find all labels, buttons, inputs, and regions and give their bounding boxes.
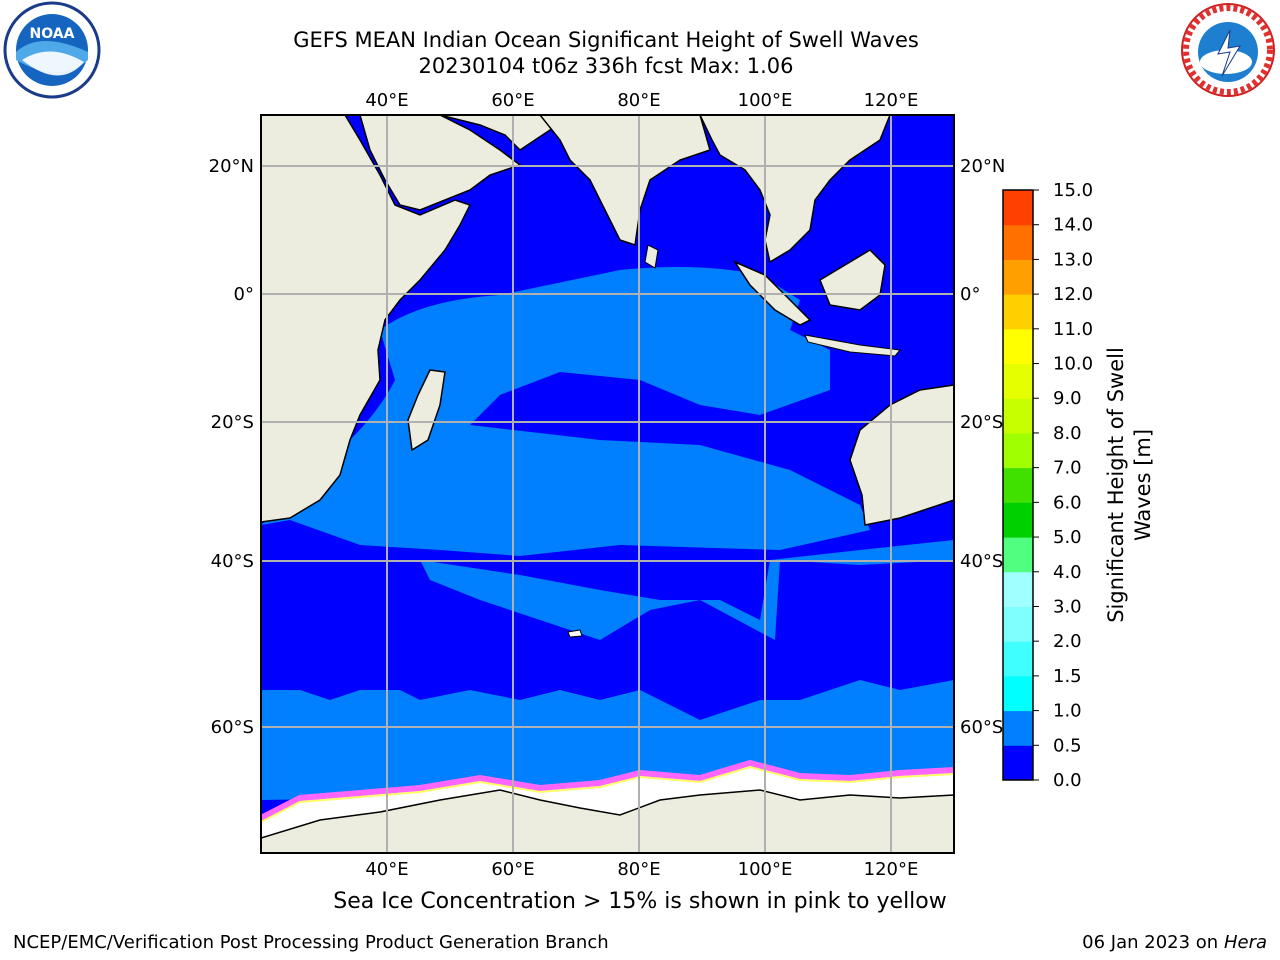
colorbar-segment: [1003, 710, 1033, 746]
colorbar-segment: [1003, 259, 1033, 295]
sea-ice-edge-yellow: [261, 765, 954, 823]
land-madagascar: [407, 369, 446, 452]
colorbar-segment: [1003, 606, 1033, 642]
colorbar-tick-label: 13.0: [1053, 249, 1093, 270]
colorbar-segment: [1003, 190, 1033, 226]
lon-label-60e-bottom: 60°E: [491, 859, 534, 880]
lat-label-0-left: 0°: [234, 284, 254, 305]
noaa-logo-text: NOAA: [30, 26, 75, 42]
colorbar-segment: [1003, 675, 1033, 712]
lat-label-20s-right: 20°S: [960, 412, 1003, 433]
lon-label-120e-top: 120°E: [864, 90, 919, 111]
land-antarctica: [261, 789, 954, 853]
lat-label-20n-right: 20°N: [960, 156, 1005, 177]
colorbar-tick-label: 12.0: [1053, 284, 1093, 305]
footer-machine: Hera: [1223, 932, 1267, 953]
land-kerguelen: [567, 629, 583, 638]
lon-label-100e-top: 100°E: [738, 90, 793, 111]
footer-date: 06 Jan 2023 on Hera: [1082, 932, 1267, 953]
swell-zone-equatorial: [261, 266, 870, 556]
colorbar-frame: [1002, 189, 1034, 781]
colorbar-tick-label: 1.0: [1053, 701, 1082, 722]
lon-label-60e-top: 60°E: [491, 90, 534, 111]
land-australia: [849, 384, 954, 526]
colorbar-tick-label: 8.0: [1053, 423, 1082, 444]
lat-label-40s-left: 40°S: [211, 551, 254, 572]
lon-labels-top: 40°E 60°E 80°E 100°E 120°E: [365, 90, 918, 111]
colorbar-segment: [1003, 502, 1033, 538]
colorbar-tick-label: 11.0: [1053, 319, 1093, 340]
lat-label-40s-right: 40°S: [960, 551, 1003, 572]
lat-labels-left: 20°N 0° 20°S 40°S 60°S: [209, 156, 254, 738]
footer-credit: NCEP/EMC/Verification Post Processing Pr…: [13, 932, 609, 953]
lat-labels-right: 20°N 0° 20°S 40°S 60°S: [960, 156, 1005, 738]
land-java: [804, 334, 901, 357]
colorbar-tick-label: 10.0: [1053, 354, 1093, 375]
gridlines: [261, 115, 954, 853]
colorbar-tick-label: 15.0: [1053, 180, 1093, 201]
colorbar-tick-label: 7.0: [1053, 458, 1082, 479]
colorbar-segment: [1003, 745, 1033, 781]
lat-label-0-right: 0°: [960, 284, 980, 305]
lat-label-20s-left: 20°S: [211, 412, 254, 433]
colorbar-segment: [1003, 224, 1033, 260]
colorbar-segment: [1003, 294, 1033, 330]
colorbar-segment: [1003, 571, 1033, 607]
colorbar-tick-label: 14.0: [1053, 215, 1093, 236]
lat-label-20n-left: 20°N: [209, 156, 254, 177]
noaa-logo: NOAA: [3, 1, 101, 99]
lat-label-60s-right: 60°S: [960, 717, 1003, 738]
colorbar-segment: [1003, 641, 1033, 677]
lon-label-40e-top: 40°E: [365, 90, 408, 111]
map-title: GEFS MEAN Indian Ocean Significant Heigh…: [293, 28, 919, 52]
colorbar-segment: [1003, 363, 1033, 399]
land-arabia: [359, 115, 522, 211]
colorbar: 0.0 0.5 1.0 1.5 2.0 3.0 4.0 5.0 6.0 7.0 8.0 9.0 10.0…: [1002, 180, 1093, 791]
map-subtitle: 20230104 t06z 336h fcst Max: 1.06: [418, 54, 794, 78]
land-india: [539, 115, 711, 246]
map-frame: [260, 114, 955, 854]
colorbar-segment: [1003, 398, 1033, 434]
colorbar-tick-label: 3.0: [1053, 596, 1082, 617]
colorbar-tick-label: 6.0: [1053, 492, 1082, 513]
lon-label-120e-bottom: 120°E: [864, 859, 919, 880]
colorbar-tick-label: 0.5: [1053, 735, 1082, 756]
sea-ice-caption: Sea Ice Concentration > 15% is shown in …: [333, 889, 947, 914]
land-sri-lanka: [644, 244, 659, 269]
colorbar-tick-label: 9.0: [1053, 388, 1082, 409]
colorbar-segment: [1003, 432, 1033, 469]
lon-label-80e-top: 80°E: [617, 90, 660, 111]
nws-logo: [1181, 3, 1275, 97]
colorbar-tick-label: 0.0: [1053, 770, 1082, 791]
lon-labels-bottom: 40°E 60°E 80°E 100°E 120°E: [365, 859, 918, 880]
swell-zone-midlat: [420, 540, 954, 640]
colorbar-tick-label: 2.0: [1053, 631, 1082, 652]
lon-label-80e-bottom: 80°E: [617, 859, 660, 880]
lon-label-100e-bottom: 100°E: [738, 859, 793, 880]
colorbar-tick-label: 4.0: [1053, 562, 1082, 583]
colorbar-title-line2: Waves [m]: [1131, 429, 1155, 541]
lat-label-60s-left: 60°S: [211, 717, 254, 738]
colorbar-tick-label: 5.0: [1053, 527, 1082, 548]
land-persia: [439, 115, 561, 151]
lon-label-40e-bottom: 40°E: [365, 859, 408, 880]
footer-date-text: 06 Jan 2023 on: [1082, 932, 1224, 953]
colorbar-segment: [1003, 328, 1033, 365]
colorbar-segment: [1003, 467, 1033, 503]
sea-ice-edge: [261, 759, 954, 821]
colorbar-segment: [1003, 537, 1033, 573]
land-se-asia: [699, 115, 891, 264]
map-area: [261, 115, 954, 853]
colorbar-title-line1: Significant Height of Swell: [1104, 347, 1128, 623]
colorbar-tick-label: 1.5: [1053, 666, 1082, 687]
